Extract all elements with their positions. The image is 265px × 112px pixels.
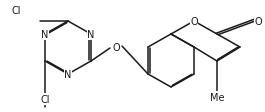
Text: Cl: Cl xyxy=(40,94,50,104)
Text: N: N xyxy=(41,30,49,40)
Text: O: O xyxy=(254,17,262,27)
Text: O: O xyxy=(112,43,120,53)
Text: Cl: Cl xyxy=(11,6,21,16)
Text: N: N xyxy=(87,30,95,40)
Text: N: N xyxy=(64,69,72,79)
Text: Me: Me xyxy=(210,92,224,102)
Text: O: O xyxy=(190,17,198,27)
